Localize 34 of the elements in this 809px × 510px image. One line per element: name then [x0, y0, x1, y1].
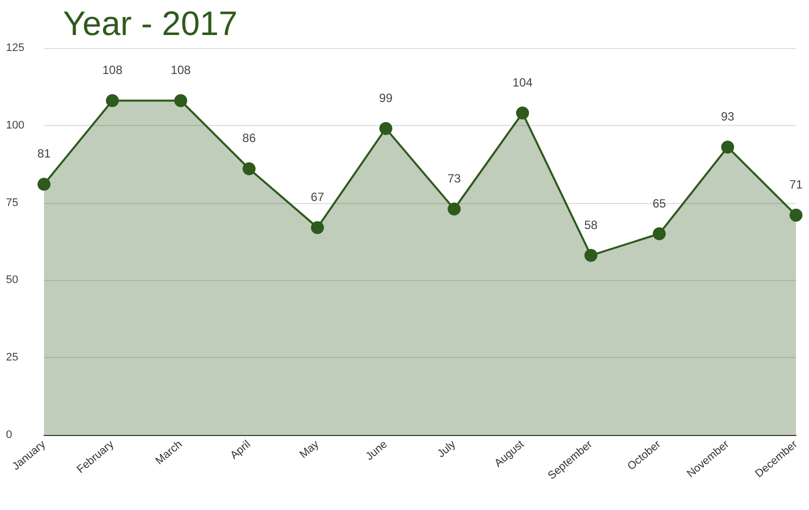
- data-label: 65: [652, 196, 666, 210]
- point: [379, 122, 392, 135]
- y-tick-label: 50: [6, 274, 18, 286]
- x-tick-label: June: [364, 438, 390, 463]
- data-label: 93: [720, 110, 735, 124]
- y-tick-label: 25: [6, 352, 18, 364]
- point: [516, 106, 530, 120]
- point: [310, 221, 324, 234]
- data-label: 58: [584, 218, 598, 232]
- data-label: 67: [310, 190, 324, 204]
- data-label: 81: [37, 146, 51, 161]
- y-tick-label: 100: [6, 119, 24, 132]
- y-tick-label: 75: [6, 196, 18, 209]
- point: [174, 94, 188, 108]
- y-tick-label: 0: [6, 429, 12, 441]
- point: [448, 202, 461, 216]
- y-tick-label: 125: [6, 42, 24, 54]
- point: [38, 178, 50, 191]
- point: [106, 94, 119, 108]
- point: [242, 162, 256, 176]
- point: [584, 248, 598, 262]
- data-label: 86: [242, 131, 256, 146]
- chart-title: Year - 2017: [63, 5, 238, 43]
- point: [652, 227, 666, 240]
- point: [790, 208, 802, 222]
- data-label: 73: [448, 171, 462, 186]
- data-label: 104: [512, 76, 533, 90]
- data-label: 99: [379, 90, 393, 105]
- data-label: 108: [102, 63, 123, 78]
- data-label: 71: [789, 178, 803, 192]
- x-tick-label: May: [298, 438, 322, 461]
- x-tick-label: July: [435, 438, 458, 460]
- point: [721, 140, 734, 154]
- data-label: 108: [170, 63, 192, 78]
